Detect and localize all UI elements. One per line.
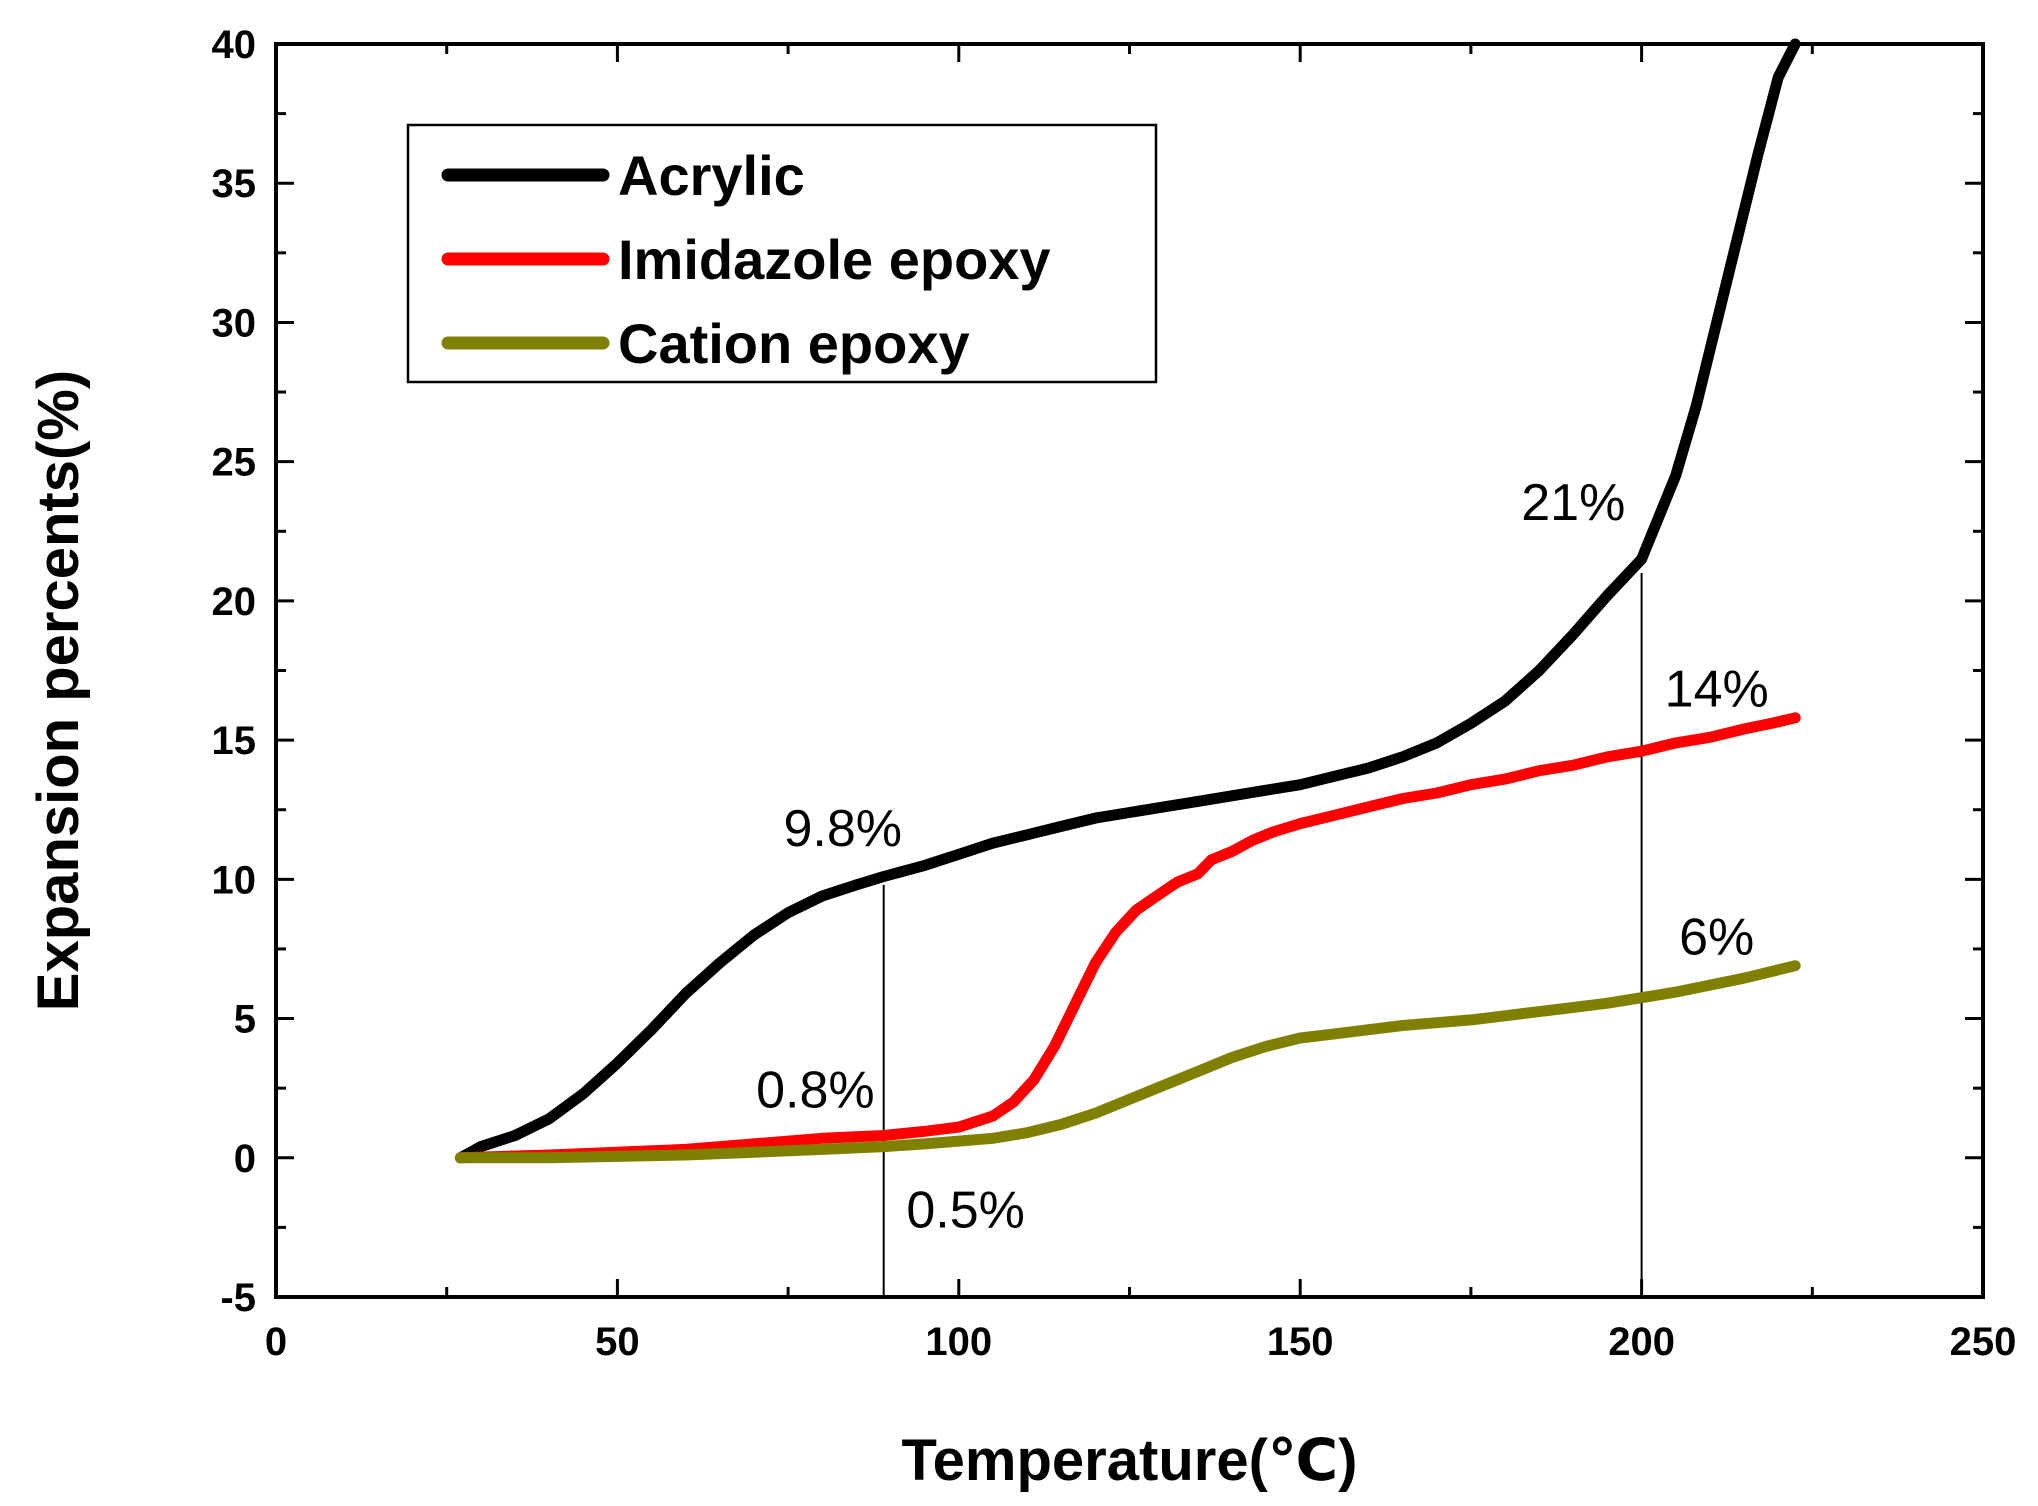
legend-label: Cation epoxy (618, 312, 970, 375)
x-tick-label: 150 (1267, 1320, 1334, 1364)
x-tick-label: 50 (595, 1320, 640, 1364)
y-tick-label: 25 (212, 441, 257, 485)
legend: Acrylic Imidazole epoxy Cation epoxy (406, 123, 1158, 384)
x-tick-label: 250 (1950, 1320, 2017, 1364)
x-tick-label: 0 (265, 1320, 287, 1364)
x-tick-label: 100 (925, 1320, 992, 1364)
annotation-label: 6% (1679, 909, 1754, 967)
reference-lines (882, 573, 1643, 1297)
annotation-label: 21% (1521, 474, 1625, 532)
legend-label: Acrylic (618, 144, 805, 207)
y-tick-label: 5 (234, 998, 256, 1042)
y-tick-label: 35 (212, 162, 257, 206)
y-tick-label: -5 (220, 1276, 256, 1320)
annotation-label: 9.8% (783, 800, 902, 858)
y-axis-title: Expansion percents(%) (26, 370, 91, 1011)
y-tick-label: 0 (234, 1137, 256, 1181)
annotations: 9.8% 0.8% 0.5% 21% 14% 6% (756, 474, 1769, 1239)
axis-ticks (274, 42, 1985, 1299)
y-tick-label: 20 (212, 580, 257, 624)
legend-label: Imidazole epoxy (618, 228, 1051, 291)
series-line-acrylic (454, 38, 1801, 1164)
x-tick-label: 200 (1608, 1320, 1675, 1364)
series-layer (454, 38, 1801, 1164)
annotation-label: 0.8% (756, 1062, 875, 1120)
y-tick-label: 30 (212, 301, 257, 345)
annotation-label: 0.5% (906, 1181, 1025, 1239)
series-line-imidazole-epoxy (454, 712, 1801, 1164)
annotation-label: 14% (1665, 661, 1769, 719)
series-line-cation-epoxy (454, 960, 1801, 1164)
y-tick-label: 15 (212, 719, 257, 763)
y-tick-label: 40 (212, 23, 257, 67)
x-axis-title: Temperature(℃) (902, 1428, 1358, 1493)
y-tick-label: 10 (212, 858, 257, 902)
